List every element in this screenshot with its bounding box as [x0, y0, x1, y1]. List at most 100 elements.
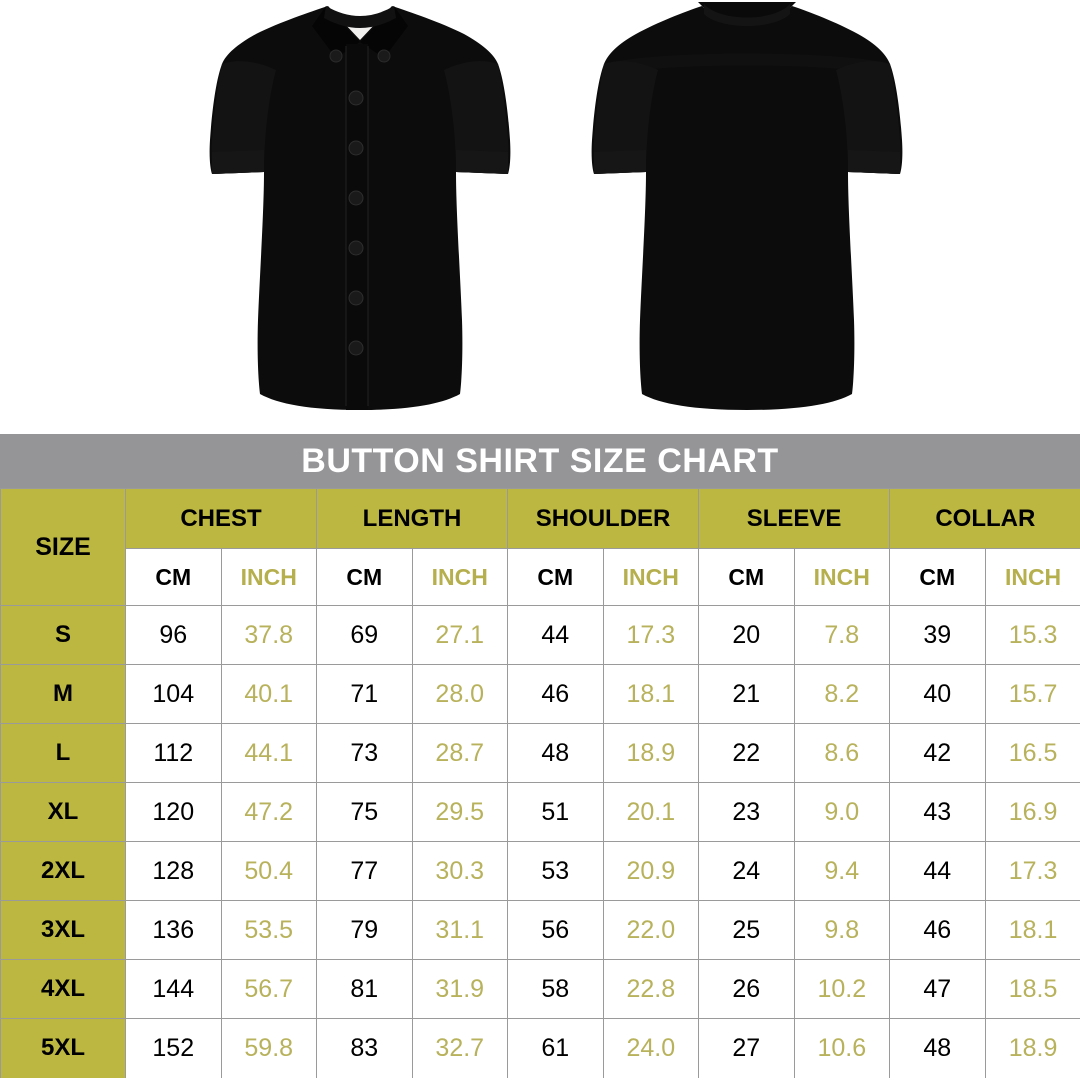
cell-5xl-sleeve-inch: 10.6 — [793, 1018, 891, 1078]
size-chart-table: SIZE CHEST LENGTH SHOULDER SLEEVE COLLAR… — [0, 488, 1080, 1078]
cell-s-collar-inch: 15.3 — [984, 605, 1080, 665]
cell-3xl-sleeve-cm: 25 — [698, 900, 795, 960]
cell-xl-sleeve-cm: 23 — [698, 782, 795, 842]
cell-4xl-sleeve-inch: 10.2 — [793, 959, 891, 1019]
cell-2xl-chest-cm: 128 — [125, 841, 222, 901]
cell-5xl-length-cm: 83 — [316, 1018, 413, 1078]
cell-xl-collar-cm: 43 — [889, 782, 986, 842]
shirt-back-view — [552, 0, 942, 434]
header-shoulder-cm: CM — [507, 548, 604, 606]
cell-2xl-shoulder-inch: 20.9 — [602, 841, 700, 901]
cell-l-collar-inch: 16.5 — [984, 723, 1080, 783]
cell-4xl-collar-inch: 18.5 — [984, 959, 1080, 1019]
header-collar-cm: CM — [889, 548, 986, 606]
cell-2xl-length-inch: 30.3 — [411, 841, 509, 901]
cell-l-length-inch: 28.7 — [411, 723, 509, 783]
table-row: 2XL 128 50.4 77 30.3 53 20.9 24 9.4 44 17.3 — [0, 841, 1080, 901]
cell-2xl-sleeve-inch: 9.4 — [793, 841, 891, 901]
cell-2xl-sleeve-cm: 24 — [698, 841, 795, 901]
cell-m-sleeve-cm: 21 — [698, 664, 795, 724]
cell-3xl-shoulder-inch: 22.0 — [602, 900, 700, 960]
header-length-cm: CM — [316, 548, 413, 606]
header-sleeve-inch: INCH — [793, 548, 891, 606]
cell-3xl-shoulder-cm: 56 — [507, 900, 604, 960]
cell-xl-shoulder-cm: 51 — [507, 782, 604, 842]
product-image-area — [0, 0, 1080, 434]
cell-s-length-cm: 69 — [316, 605, 413, 665]
cell-5xl-collar-inch: 18.9 — [984, 1018, 1080, 1078]
cell-s-length-inch: 27.1 — [411, 605, 509, 665]
cell-xl-chest-inch: 47.2 — [220, 782, 317, 842]
header-collar-inch: INCH — [984, 548, 1080, 606]
cell-size-m: M — [0, 664, 126, 724]
cell-3xl-sleeve-inch: 9.8 — [793, 900, 891, 960]
table-row: XL 120 47.2 75 29.5 51 20.1 23 9.0 43 16.9 — [0, 782, 1080, 842]
table-row: 5XL 152 59.8 83 32.7 61 24.0 27 10.6 48 18.9 — [0, 1018, 1080, 1078]
header-group-chest: CHEST — [125, 488, 317, 549]
cell-size-5xl: 5XL — [0, 1018, 126, 1078]
cell-2xl-chest-inch: 50.4 — [220, 841, 317, 901]
cell-s-shoulder-inch: 17.3 — [602, 605, 700, 665]
header-shoulder-inch: INCH — [602, 548, 700, 606]
cell-xl-chest-cm: 120 — [125, 782, 222, 842]
cell-m-collar-cm: 40 — [889, 664, 986, 724]
cell-s-sleeve-cm: 20 — [698, 605, 795, 665]
cell-5xl-chest-inch: 59.8 — [220, 1018, 317, 1078]
cell-3xl-length-cm: 79 — [316, 900, 413, 960]
cell-s-chest-inch: 37.8 — [220, 605, 317, 665]
cell-size-2xl: 2XL — [0, 841, 126, 901]
cell-l-sleeve-cm: 22 — [698, 723, 795, 783]
cell-l-shoulder-inch: 18.9 — [602, 723, 700, 783]
cell-2xl-collar-inch: 17.3 — [984, 841, 1080, 901]
cell-5xl-length-inch: 32.7 — [411, 1018, 509, 1078]
shirt-back-icon — [591, 2, 903, 410]
cell-m-collar-inch: 15.7 — [984, 664, 1080, 724]
cell-2xl-collar-cm: 44 — [889, 841, 986, 901]
table-row: 3XL 136 53.5 79 31.1 56 22.0 25 9.8 46 18.1 — [0, 900, 1080, 960]
cell-m-length-cm: 71 — [316, 664, 413, 724]
cell-m-shoulder-inch: 18.1 — [602, 664, 700, 724]
shirt-front-view — [160, 0, 560, 434]
header-length-inch: INCH — [411, 548, 509, 606]
cell-l-chest-cm: 112 — [125, 723, 222, 783]
cell-l-sleeve-inch: 8.6 — [793, 723, 891, 783]
cell-3xl-length-inch: 31.1 — [411, 900, 509, 960]
cell-s-collar-cm: 39 — [889, 605, 986, 665]
header-group-sleeve: SLEEVE — [698, 488, 891, 549]
cell-xl-length-cm: 75 — [316, 782, 413, 842]
cell-3xl-collar-inch: 18.1 — [984, 900, 1080, 960]
cell-3xl-collar-cm: 46 — [889, 900, 986, 960]
cell-m-chest-cm: 104 — [125, 664, 222, 724]
cell-size-l: L — [0, 723, 126, 783]
table-row: S 96 37.8 69 27.1 44 17.3 20 7.8 39 15.3 — [0, 605, 1080, 665]
cell-5xl-collar-cm: 48 — [889, 1018, 986, 1078]
header-chest-inch: INCH — [220, 548, 317, 606]
cell-size-s: S — [0, 605, 126, 665]
cell-5xl-shoulder-inch: 24.0 — [602, 1018, 700, 1078]
table-row: M 104 40.1 71 28.0 46 18.1 21 8.2 40 15.7 — [0, 664, 1080, 724]
cell-s-shoulder-cm: 44 — [507, 605, 604, 665]
cell-m-sleeve-inch: 8.2 — [793, 664, 891, 724]
cell-4xl-chest-inch: 56.7 — [220, 959, 317, 1019]
cell-4xl-length-cm: 81 — [316, 959, 413, 1019]
cell-4xl-length-inch: 31.9 — [411, 959, 509, 1019]
cell-xl-sleeve-inch: 9.0 — [793, 782, 891, 842]
cell-2xl-shoulder-cm: 53 — [507, 841, 604, 901]
header-group-shoulder: SHOULDER — [507, 488, 700, 549]
cell-l-collar-cm: 42 — [889, 723, 986, 783]
table-head: SIZE CHEST LENGTH SHOULDER SLEEVE COLLAR… — [0, 488, 1080, 606]
table-row: L 112 44.1 73 28.7 48 18.9 22 8.6 42 16.5 — [0, 723, 1080, 783]
cell-xl-shoulder-inch: 20.1 — [602, 782, 700, 842]
cell-xl-length-inch: 29.5 — [411, 782, 509, 842]
shirt-front-icon — [209, 6, 511, 410]
header-sleeve-cm: CM — [698, 548, 795, 606]
header-group-collar: COLLAR — [889, 488, 1080, 549]
cell-xl-collar-inch: 16.9 — [984, 782, 1080, 842]
cell-5xl-shoulder-cm: 61 — [507, 1018, 604, 1078]
cell-s-chest-cm: 96 — [125, 605, 222, 665]
cell-l-shoulder-cm: 48 — [507, 723, 604, 783]
cell-5xl-sleeve-cm: 27 — [698, 1018, 795, 1078]
chart-title-bar: BUTTON SHIRT SIZE CHART — [0, 434, 1080, 488]
cell-4xl-sleeve-cm: 26 — [698, 959, 795, 1019]
